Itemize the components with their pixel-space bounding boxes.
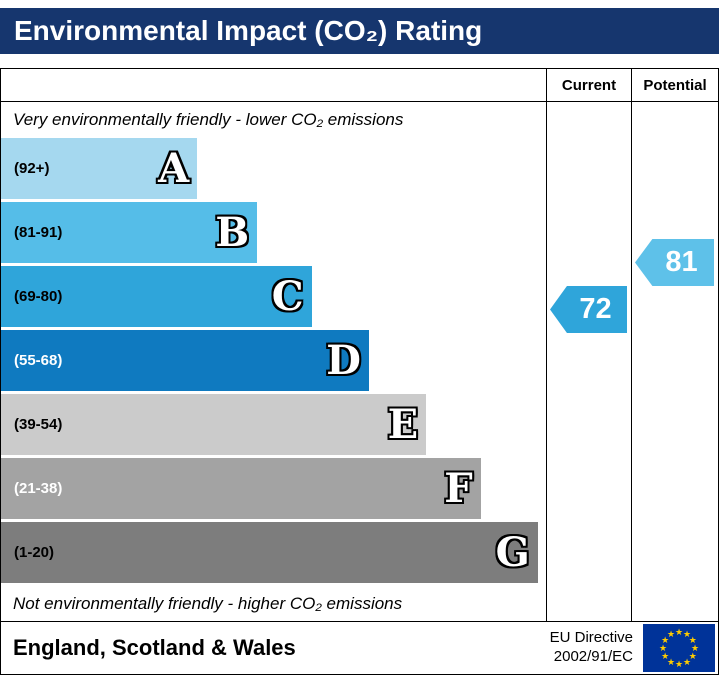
title-gap (0, 54, 719, 68)
page-title: Environmental Impact (CO₂) Rating (0, 8, 719, 54)
band-row-d: (55-68) D (1, 330, 369, 391)
band-range-label: (92+) (14, 160, 50, 177)
band-letter: D (326, 336, 361, 384)
band-row-e: (39-54) E (1, 394, 427, 455)
potential-column-body: 81 (632, 102, 718, 621)
band-range-label: (21-38) (14, 480, 63, 497)
top-note: Very environmentally friendly - lower CO… (13, 110, 404, 129)
band-range-label: (39-54) (14, 416, 63, 433)
bottom-note: Not environmentally friendly - higher CO… (13, 594, 403, 613)
band-letter: A (158, 144, 190, 192)
potential-rating-marker: 81 (635, 239, 714, 286)
current-column: Current 72 (546, 69, 631, 621)
potential-rating-value: 81 (665, 246, 698, 278)
band-row-g: (1-20) G (1, 522, 538, 583)
current-rating-marker: 72 (550, 286, 627, 333)
current-rating-value: 72 (579, 293, 612, 325)
eu-directive-text: EU Directive 2002/91/EC (550, 629, 633, 667)
eu-directive-line1: EU Directive (549, 629, 633, 647)
current-column-header: Current (547, 69, 631, 102)
eu-flag-icon: ★ ★ ★ ★ ★ ★ ★ ★ ★ ★ ★ ★ (643, 624, 715, 672)
band-row-b: (81-91) B (1, 202, 258, 263)
band-letter: G (495, 528, 530, 576)
band-range-label: (55-68) (14, 352, 63, 369)
band-range-label: (81-91) (14, 224, 63, 241)
band-range-label: (69-80) (14, 288, 63, 305)
region-label: England, Scotland & Wales (13, 635, 296, 660)
band-letter: F (444, 464, 473, 512)
bands-body: Very environmentally friendly - lower CO… (1, 102, 546, 622)
co2-rating-chart: Very environmentally friendly - lower CO… (0, 68, 719, 622)
eu-flag-stars: ★ ★ ★ ★ ★ ★ ★ ★ ★ ★ ★ ★ (658, 626, 700, 669)
eu-directive-line2: 2002/91/EC (553, 648, 633, 665)
footer: England, Scotland & Wales EU Directive 2… (0, 622, 719, 675)
band-letter: C (271, 272, 304, 320)
band-range-label: (1-20) (14, 544, 55, 561)
potential-column: Potential 81 (631, 69, 718, 621)
band-row-c: (69-80) C (1, 266, 312, 327)
current-column-body: 72 (547, 102, 631, 621)
potential-column-header: Potential (632, 69, 718, 102)
bands-column: Very environmentally friendly - lower CO… (1, 69, 546, 621)
band-letter: E (387, 400, 419, 448)
band-row-f: (21-38) F (1, 458, 481, 519)
bands-header-spacer (1, 69, 546, 102)
band-row-a: (92+) A (1, 138, 198, 199)
band-letter: B (215, 208, 250, 256)
